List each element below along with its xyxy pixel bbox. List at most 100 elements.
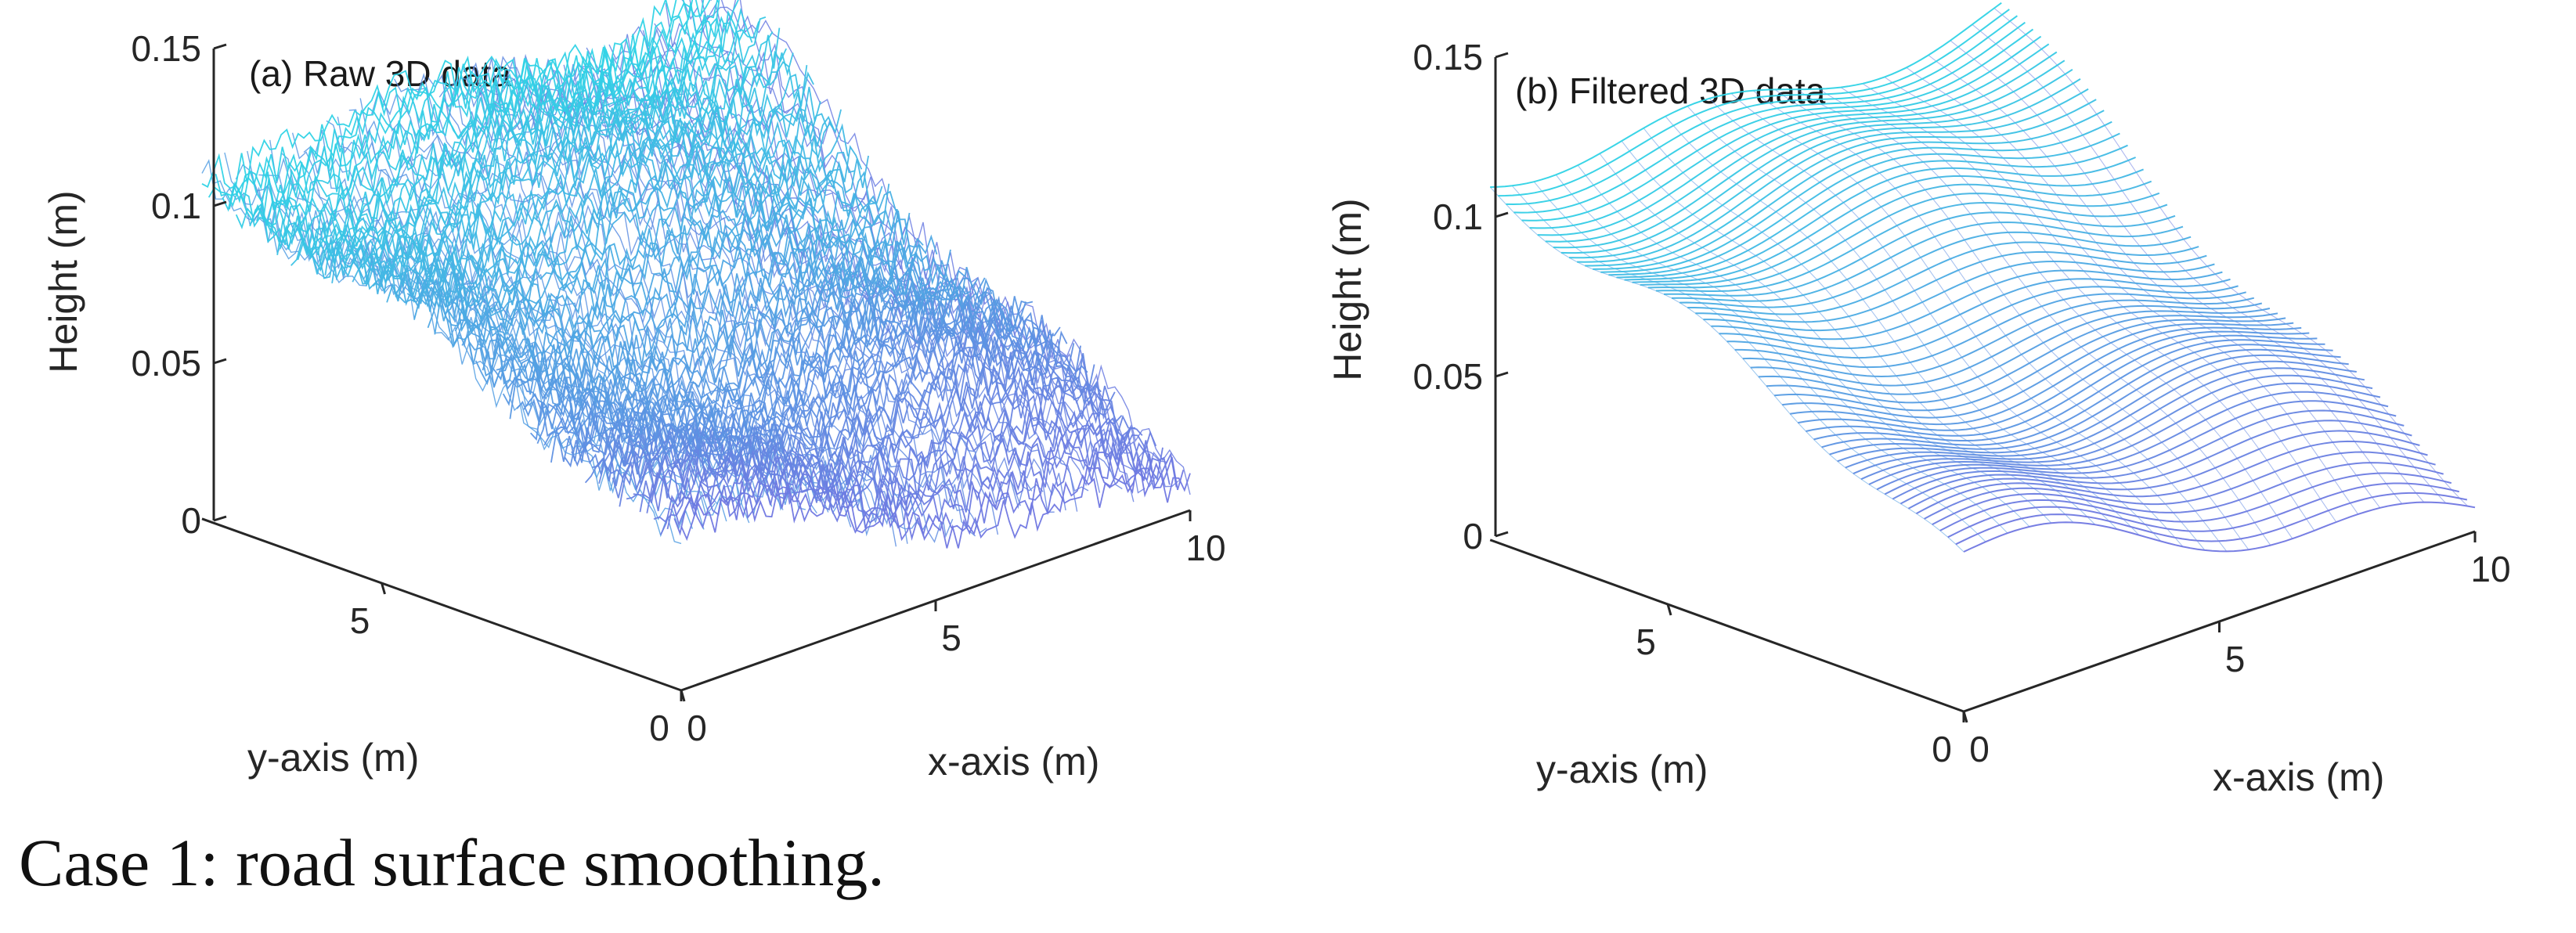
- surface-mesh-line: [1734, 291, 2246, 369]
- surface-mesh-line: [1924, 451, 2436, 520]
- surface-mesh-line: [447, 256, 958, 362]
- surface-mesh-line: [1616, 144, 2128, 279]
- y-tick-label: 0: [649, 708, 669, 748]
- y-axis-label: y-axis (m): [247, 736, 419, 780]
- surface-mesh-line: [550, 315, 1061, 463]
- y-tick-label: 5: [1636, 621, 1656, 662]
- surface-mesh: [201, 0, 1191, 549]
- surface-mesh-line: [1560, 68, 2073, 254]
- surface-mesh-line: [1837, 354, 2349, 463]
- surface-mesh-line: [1892, 409, 2405, 500]
- surface-mesh-line: [1916, 440, 2428, 514]
- x-tick-label: 5: [2225, 639, 2246, 679]
- z-tick-mark: [213, 515, 227, 522]
- surface-mesh-line: [1632, 168, 2144, 283]
- surface-mesh-line: [1742, 297, 2255, 378]
- surface-mesh-line: [434, 247, 945, 356]
- surface-mesh-line: [1585, 99, 2097, 267]
- surface-mesh-line: [1868, 382, 2381, 485]
- surface-mesh-line: [1829, 348, 2341, 456]
- z-tick-mark: [1495, 531, 1509, 538]
- panel-title: (b) Filtered 3D data: [1515, 70, 1826, 111]
- x-tick-label: 10: [2470, 549, 2510, 589]
- surface-mesh-line: [352, 144, 863, 290]
- surface-mesh-line: [1758, 308, 2271, 395]
- z-tick-label: 0.1: [151, 186, 201, 226]
- surface-mesh-line: [393, 193, 904, 311]
- x-axis-label: x-axis (m): [928, 740, 1099, 784]
- figure-caption: Case 1: road surface smoothing.: [19, 825, 885, 900]
- surface-mesh-line: [1537, 43, 2050, 236]
- surface-mesh-line: [1703, 260, 2215, 332]
- surface-mesh-line: [243, 7, 753, 236]
- z-tick-mark: [1495, 52, 1509, 59]
- surface-mesh-line: [1640, 180, 2152, 286]
- z-tick-label: 0: [1463, 516, 1483, 557]
- surface-mesh-line: [1529, 35, 2042, 229]
- surface-mesh-line: [1655, 201, 2168, 292]
- surface-mesh-line: [1853, 367, 2365, 475]
- surface-mesh-line: [229, 0, 739, 223]
- surface-mesh-line: [1790, 326, 2302, 426]
- surface-mesh-line: [249, 21, 760, 227]
- surface-mesh-line: [1806, 334, 2318, 437]
- surface-mesh: [1489, 2, 2476, 553]
- surface-mesh-line: [1947, 482, 2460, 539]
- surface-mesh-line: [441, 245, 951, 360]
- surface-mesh-line: [1907, 430, 2420, 510]
- surface-mesh-line: [297, 64, 808, 272]
- y-tick-label: 5: [350, 600, 370, 641]
- z-tick-label: 0.15: [131, 28, 201, 69]
- surface-mesh-line: [552, 63, 1033, 510]
- surface-mesh-line: [1798, 330, 2310, 431]
- surface-mesh-line: [454, 258, 965, 373]
- axes: 0 0.05 0.1 0.15 0 5 10 0 5: [1412, 37, 2510, 769]
- surface-mesh-line: [1513, 21, 2026, 214]
- surface-mesh-line: [665, 2, 1145, 494]
- x-tick-label: 5: [941, 618, 961, 658]
- z-tick-label: 0.15: [1412, 37, 1483, 77]
- surface-mesh-line: [1821, 344, 2333, 448]
- z-tick-label: 0.1: [1433, 196, 1483, 237]
- surface-mesh-line: [1719, 278, 2231, 350]
- panel-filtered-3d-data: (b) Filtered 3D data Height (m) y-axis (…: [1326, 2, 2511, 799]
- z-tick-mark: [1495, 211, 1509, 218]
- surface-mesh-line: [201, 0, 711, 189]
- z-tick-mark: [213, 200, 227, 207]
- surface-mesh-line: [1624, 157, 2136, 281]
- surface-mesh-line: [311, 86, 821, 275]
- y-tick-label: 0: [1932, 729, 1952, 769]
- z-tick-label: 0.05: [1412, 356, 1483, 397]
- surface-mesh-line: [1671, 221, 2184, 302]
- surface-mesh-line: [586, 47, 1066, 511]
- surface-mesh-line: [1545, 51, 2058, 243]
- surface-mesh-line: [612, 378, 1123, 499]
- z-axis-label: Height (m): [41, 190, 85, 373]
- surface-mesh-line: [461, 62, 942, 543]
- surface-mesh-line: [1521, 28, 2034, 222]
- surface-mesh-line: [1593, 110, 2105, 270]
- surface-mesh-line: [256, 16, 767, 246]
- surface-mesh-line: [1726, 285, 2239, 359]
- surface-mesh-line: [1860, 374, 2373, 481]
- surface-mesh-line: [1932, 462, 2444, 525]
- surface-mesh-line: [502, 285, 1013, 422]
- surface-mesh-line: [1506, 15, 2018, 206]
- surface-mesh-line: [1687, 241, 2199, 315]
- panel-raw-3d-data: (a) Raw 3D data Height (m) y-axis (m) x-…: [41, 0, 1226, 784]
- surface-mesh-line: [1750, 302, 2263, 387]
- surface-mesh-line: [215, 0, 719, 207]
- surface-mesh-line: [405, 88, 886, 518]
- surface-mesh-line: [1679, 231, 2192, 308]
- surface-mesh-line: [1884, 400, 2397, 495]
- x-tick-label: 0: [1969, 729, 1990, 769]
- surface-mesh-line: [605, 366, 1116, 480]
- surface-mesh-line: [276, 48, 788, 258]
- y-tick-mark: [1666, 603, 1672, 616]
- surface-mesh-line: [584, 344, 1095, 484]
- surface-mesh-line: [406, 212, 917, 320]
- x-axis-label: x-axis (m): [2213, 755, 2384, 799]
- x-tick-label: 0: [687, 708, 707, 748]
- surface-mesh-line: [1845, 360, 2357, 469]
- surface-mesh-line: [1963, 501, 2476, 553]
